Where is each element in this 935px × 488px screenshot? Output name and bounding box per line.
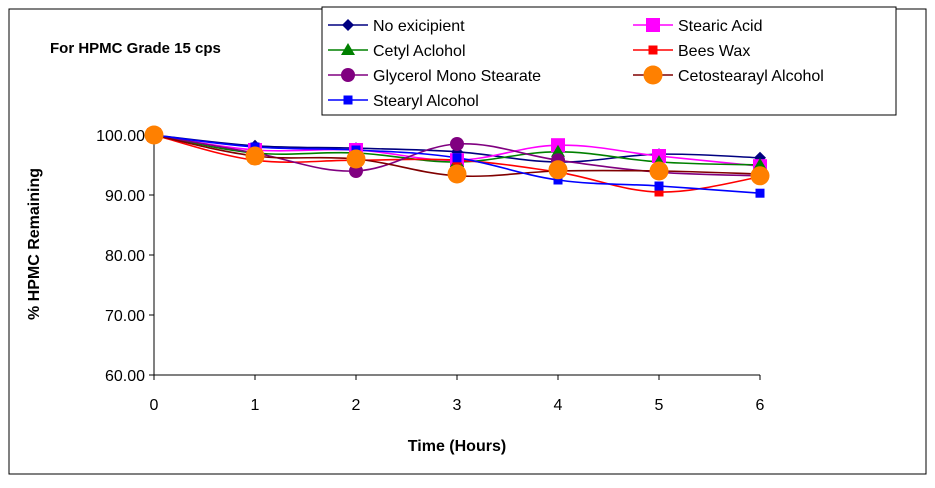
legend-marker [341,68,355,82]
legend-marker [343,95,353,105]
legend-marker [643,65,663,85]
data-point [750,166,770,186]
data-point [245,146,265,166]
legend-box [321,6,897,116]
data-point [649,161,669,181]
legend-label: Cetostearayl Alcohol [678,68,824,85]
x-tick-label: 2 [352,397,361,414]
legend-marker [646,18,660,32]
data-point [346,149,366,169]
x-tick-label: 1 [251,397,260,414]
chart-title: For HPMC Grade 15 cps [50,40,221,57]
data-point [755,188,765,198]
data-point [654,187,664,197]
y-tick-label: 100.00 [96,128,145,145]
series-markers [144,125,770,198]
legend: No exicipient Stearic Acid Cetyl Aclohol Be… [321,6,897,116]
data-point [548,160,568,180]
x-ticks: 0 1 2 3 4 5 6 [150,375,765,414]
y-tick-label: 60.00 [105,368,145,385]
data-point [551,144,565,157]
data-point [144,125,164,145]
data-point [654,181,664,191]
legend-label: Stearic Acid [678,18,762,35]
data-point [447,164,467,184]
data-point [553,175,563,185]
y-tick-label: 90.00 [105,188,145,205]
data-point [450,137,464,151]
legend-label: Cetyl Aclohol [373,43,466,60]
x-tick-label: 0 [150,397,159,414]
y-tick-label: 80.00 [105,248,145,265]
y-tick-label: 70.00 [105,308,145,325]
legend-label: Glycerol Mono Stearate [373,68,541,85]
x-tick-label: 3 [453,397,462,414]
legend-marker [342,19,354,31]
x-axis-label: Time (Hours) [408,438,506,455]
legend-label: Bees Wax [678,43,750,60]
y-ticks: 60.00 70.00 80.00 90.00 100.00 [96,128,154,385]
x-tick-label: 4 [554,397,563,414]
legend-marker [341,43,355,55]
y-axis-label: % HPMC Remaining [26,168,43,320]
x-tick-label: 5 [655,397,664,414]
legend-label: No exicipient [373,18,465,35]
data-point [452,153,462,163]
x-tick-label: 6 [756,397,765,414]
legend-label: Stearyl Alcohol [373,93,479,110]
legend-marker [648,45,658,55]
